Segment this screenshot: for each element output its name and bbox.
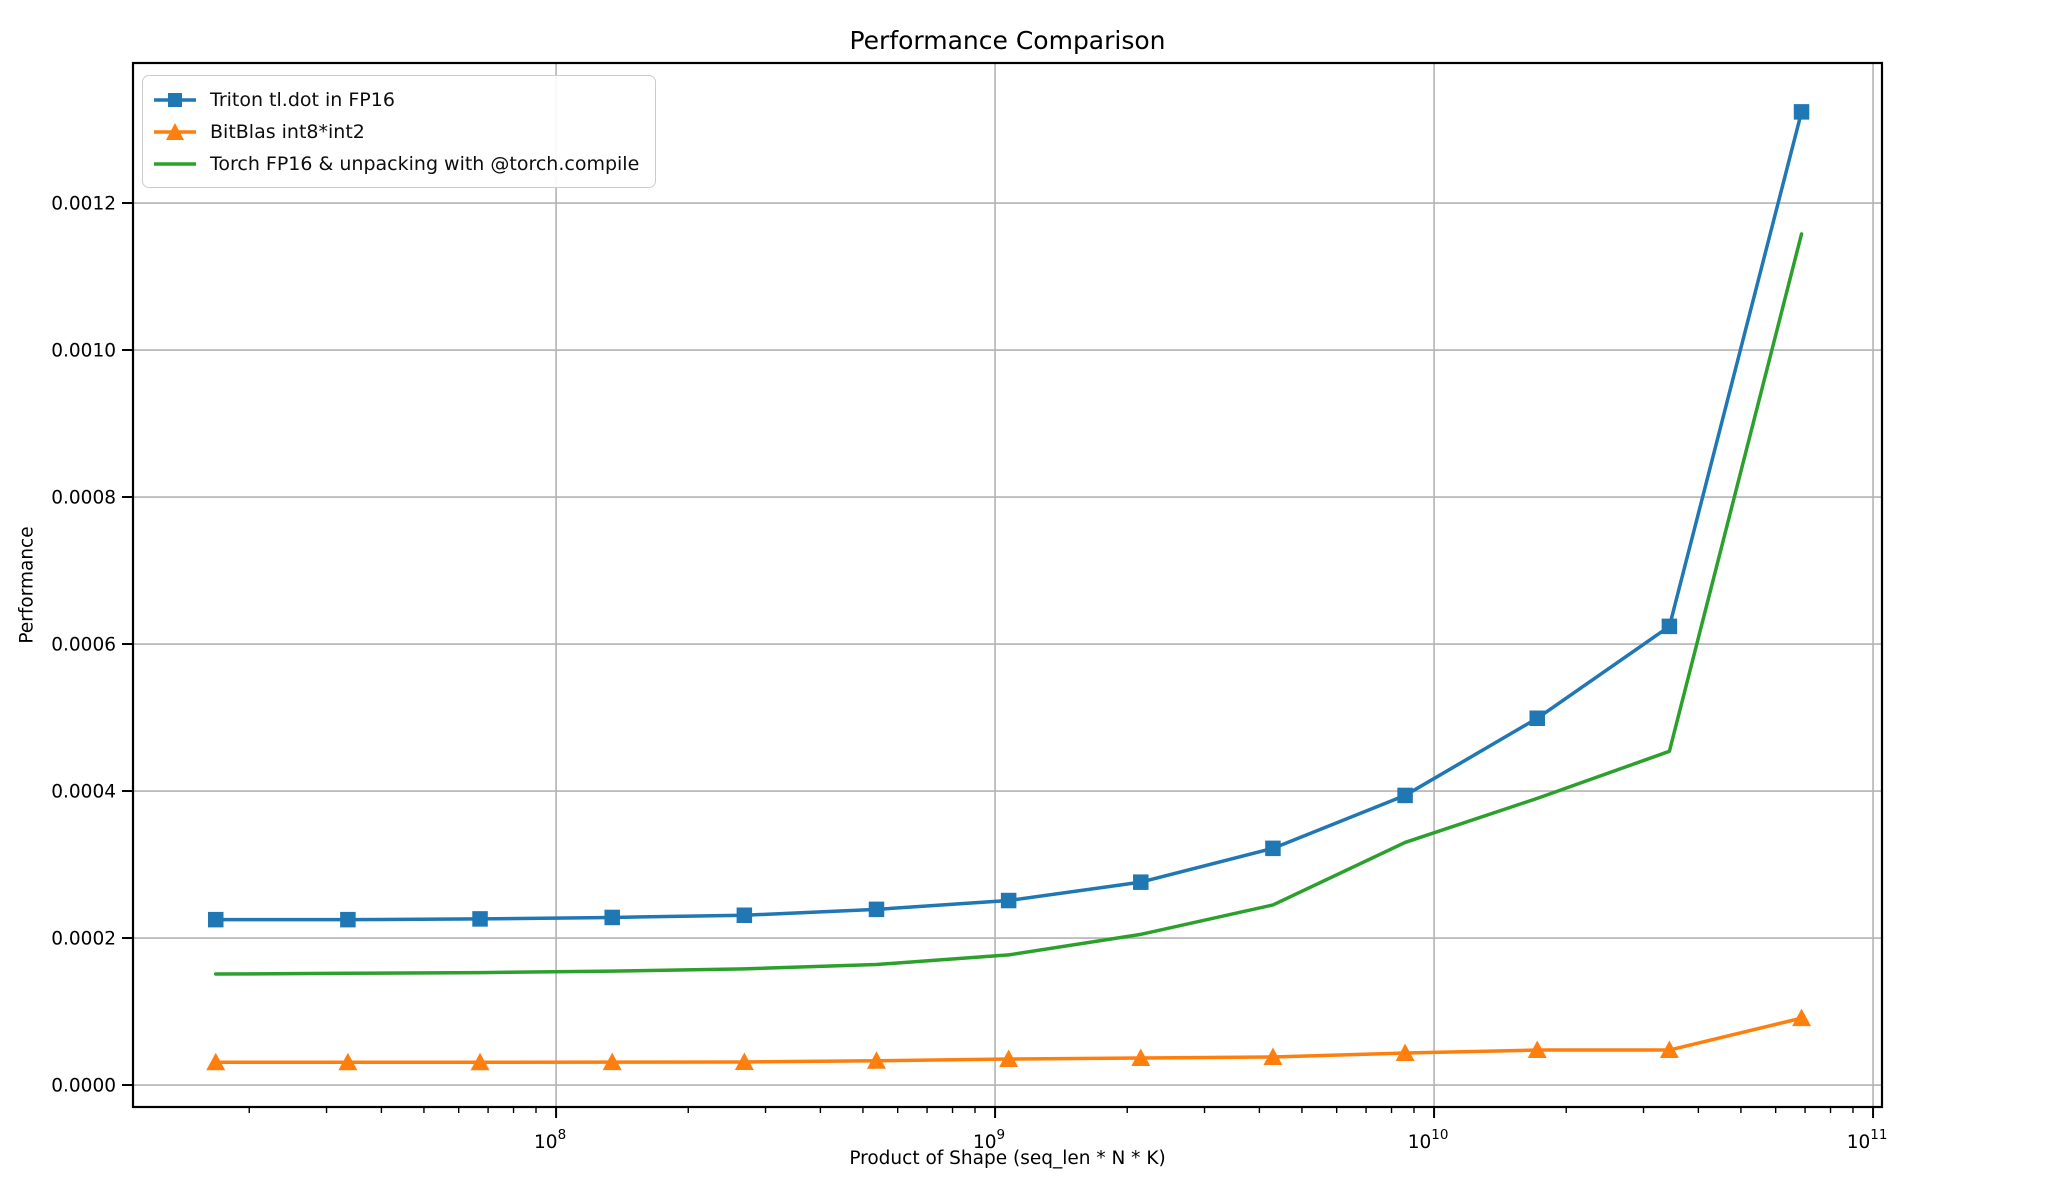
series-marker-0 bbox=[1133, 874, 1149, 890]
series-marker-1 bbox=[866, 1051, 886, 1069]
y-tick-label: 0.0008 bbox=[51, 488, 116, 509]
y-tick-label: 0.0004 bbox=[51, 782, 116, 803]
series-marker-1 bbox=[470, 1052, 490, 1071]
series-marker-1 bbox=[999, 1049, 1019, 1068]
series-marker-0 bbox=[604, 909, 620, 926]
series-marker-0 bbox=[340, 911, 356, 928]
series-marker-1 bbox=[206, 1052, 226, 1071]
y-tick-label: 0.0002 bbox=[51, 929, 116, 950]
legend-item: Triton tl.dot in FP16 bbox=[153, 85, 639, 114]
series-marker-1 bbox=[734, 1052, 754, 1070]
legend-marker-triangle-line-icon bbox=[154, 122, 196, 140]
y-tick-label: 0.0000 bbox=[51, 1076, 116, 1097]
series-line-2 bbox=[213, 232, 1804, 976]
series-marker-0 bbox=[472, 911, 488, 927]
legend-marker-line-icon bbox=[154, 161, 196, 166]
series-marker-0 bbox=[1397, 787, 1413, 804]
series-marker-0 bbox=[1529, 710, 1545, 727]
series-marker-1 bbox=[1659, 1040, 1679, 1059]
series-marker-0 bbox=[1265, 840, 1281, 857]
series-line-0 bbox=[213, 110, 1804, 922]
series-marker-0 bbox=[1000, 892, 1017, 909]
series-marker-0 bbox=[736, 907, 753, 923]
series-marker-1 bbox=[1263, 1047, 1283, 1066]
y-tick-label: 0.0006 bbox=[51, 635, 116, 656]
series-marker-1 bbox=[1792, 1008, 1812, 1027]
legend-item: Torch FP16 & unpacking with @torch.compi… bbox=[153, 149, 639, 178]
series-marker-1 bbox=[1527, 1040, 1547, 1059]
axes-spines bbox=[131, 61, 1884, 1109]
legend-label: Triton tl.dot in FP16 bbox=[210, 88, 395, 111]
legend-label: Torch FP16 & unpacking with @torch.compi… bbox=[210, 152, 640, 175]
series-marker-1 bbox=[1131, 1048, 1151, 1067]
legend-marker-square-line-icon bbox=[154, 92, 196, 107]
y-tick-label: 0.0010 bbox=[51, 341, 116, 362]
series-marker-0 bbox=[1661, 618, 1678, 635]
legend: Triton tl.dot in FP16 BitBlas int8*int2 … bbox=[142, 75, 657, 188]
series-marker-1 bbox=[602, 1052, 622, 1071]
series-marker-0 bbox=[1793, 104, 1810, 120]
series-marker-1 bbox=[1395, 1043, 1415, 1062]
y-axis-label: Performance bbox=[16, 526, 38, 644]
series-marker-1 bbox=[338, 1052, 358, 1071]
chart-title: Performance Comparison bbox=[849, 26, 1166, 55]
series-marker-0 bbox=[868, 901, 885, 918]
y-tick-label: 0.0012 bbox=[51, 194, 116, 215]
legend-label: BitBlas int8*int2 bbox=[210, 120, 365, 143]
series-marker-0 bbox=[207, 911, 224, 928]
x-axis-label: Product of Shape (seq_len * N * K) bbox=[849, 1148, 1166, 1169]
legend-item: BitBlas int8*int2 bbox=[153, 117, 639, 146]
